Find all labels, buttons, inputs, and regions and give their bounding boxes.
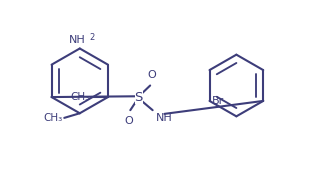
Text: NH: NH [69,35,86,45]
Text: 2: 2 [89,33,94,42]
Text: Br: Br [212,96,224,106]
Text: CH₃: CH₃ [70,92,89,102]
Text: CH₃: CH₃ [43,113,63,123]
Text: S: S [134,91,143,104]
Text: NH: NH [156,113,173,123]
Text: O: O [147,70,156,80]
Text: O: O [124,116,133,126]
